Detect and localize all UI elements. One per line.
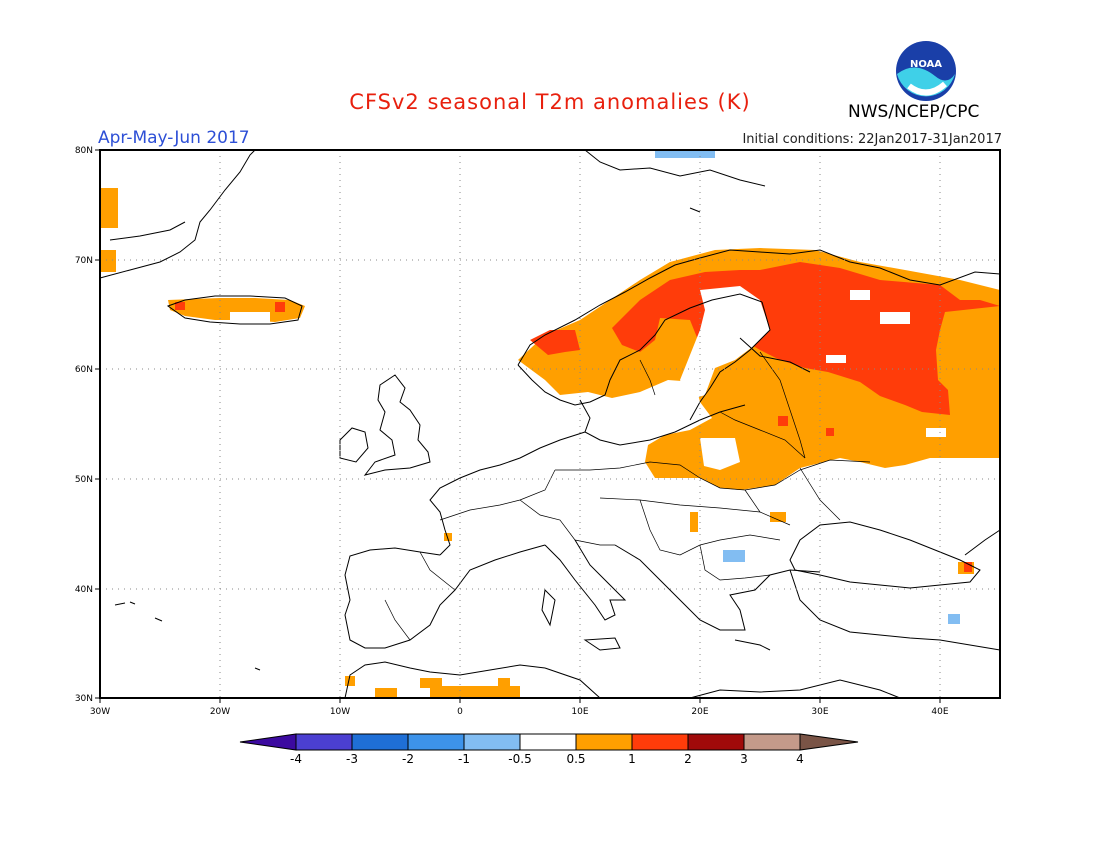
colorbar-label: 0.5 [566, 752, 586, 766]
colorbar-segment [295, 733, 353, 751]
lon-label: 0 [457, 707, 463, 717]
anomaly-fields [100, 150, 1000, 698]
lon-label: 20W [210, 707, 230, 717]
colorbar-label: -4 [290, 752, 302, 766]
colorbar-segment [351, 733, 409, 751]
tick-marks [95, 149, 941, 703]
lon-label: 40E [931, 707, 948, 717]
colorbar-label: 3 [740, 752, 748, 766]
colorbar-segment [519, 733, 577, 751]
initial-conditions: Initial conditions: 22Jan2017-31Jan2017 [742, 132, 1002, 147]
colorbar-label: 1 [628, 752, 636, 766]
grid-lines [100, 150, 1000, 698]
lat-label: 80N [75, 146, 93, 156]
agency-label: NWS/NCEP/CPC [848, 102, 980, 122]
country-borders [384, 351, 871, 641]
colorbar-segment [799, 733, 859, 751]
map-title: CFSv2 seasonal T2m anomalies (K) [349, 90, 751, 114]
lon-label: 30W [90, 707, 110, 717]
lat-label: 70N [75, 256, 93, 266]
colorbar-label: 4 [796, 752, 804, 766]
colorbar-segment [743, 733, 801, 751]
lat-label: 30N [75, 694, 93, 704]
colorbar-label: 2 [684, 752, 692, 766]
colorbar-label: -0.5 [508, 752, 532, 766]
lat-label: 50N [75, 475, 93, 485]
lat-label: 60N [75, 365, 93, 375]
colorbar [239, 733, 859, 751]
colorbar-segment [239, 733, 297, 751]
lon-label: 20E [691, 707, 708, 717]
lon-label: 10W [330, 707, 350, 717]
logo-text: NOAA [910, 59, 942, 70]
colorbar-label: -1 [458, 752, 470, 766]
lon-label: 30E [811, 707, 828, 717]
lon-label: 10E [571, 707, 588, 717]
colorbar-segment [631, 733, 689, 751]
colorbar-segment [687, 733, 745, 751]
lat-label: 40N [75, 585, 93, 595]
colorbar-label: -3 [346, 752, 358, 766]
colorbar-segment [463, 733, 521, 751]
colorbar-segment [575, 733, 633, 751]
coastlines [99, 149, 1001, 699]
colorbar-segment [407, 733, 465, 751]
colorbar-label: -2 [402, 752, 414, 766]
map-frame [99, 149, 1001, 699]
forecast-period: Apr-May-Jun 2017 [98, 128, 250, 148]
noaa-logo-icon: NOAA [896, 41, 956, 101]
